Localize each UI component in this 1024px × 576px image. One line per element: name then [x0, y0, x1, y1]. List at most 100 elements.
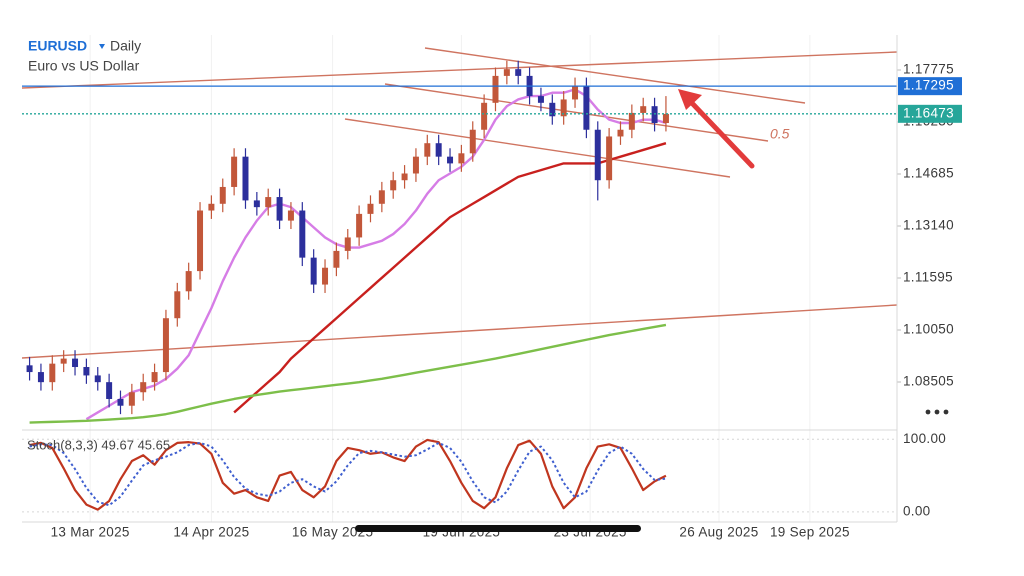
arrow-head [678, 89, 702, 110]
stoch-title: Stoch(8,3,3) 49.67 45.65 [27, 437, 170, 452]
arrow [678, 89, 755, 169]
channel-line [424, 47, 806, 104]
y-tick-label: 1.14685 [903, 166, 954, 181]
candle-body [37, 372, 44, 383]
candle-body [310, 257, 317, 285]
candle-body [560, 99, 567, 117]
candle-body [219, 186, 226, 204]
candle-body [208, 203, 215, 211]
y-tick-label: 1.17775 [903, 62, 954, 77]
candle-body [72, 358, 79, 368]
x-tick-label: 14 Apr 2025 [173, 525, 249, 540]
candle-body [276, 197, 283, 221]
channel-line [344, 118, 731, 178]
candle-body [401, 173, 408, 181]
y-tick-label: 1.13140 [903, 218, 954, 233]
candle-body [60, 358, 67, 364]
candle-body [617, 129, 624, 137]
candle-body [94, 375, 101, 383]
candle-body [49, 363, 56, 383]
stochastic-plot [29, 438, 667, 511]
price-label-box [898, 104, 962, 123]
candle-body [390, 180, 397, 191]
more-menu[interactable] [925, 409, 949, 415]
moving-average-line [233, 142, 667, 414]
candle-body [424, 143, 431, 157]
candle-body [299, 210, 306, 258]
y-tick-label: 1.10050 [903, 322, 954, 337]
dropdown-icon[interactable] [99, 44, 105, 49]
stoch-tick-label: 100.00 [903, 431, 946, 446]
candle-body [344, 237, 351, 251]
price-plot [22, 47, 897, 424]
price-label: 1.17295 [903, 78, 954, 93]
candle-body [549, 102, 556, 117]
candle-body [481, 102, 488, 130]
candle-body [651, 106, 658, 124]
scroll-bar[interactable] [355, 525, 641, 532]
candle-body [356, 213, 363, 238]
stochastic-line [29, 441, 667, 507]
stochastic-line [29, 438, 667, 511]
x-tick-label: 16 May 2025 [292, 525, 373, 540]
arrow-shaft [687, 98, 755, 169]
x-tick-label: 19 Sep 2025 [770, 525, 850, 540]
candle-body [628, 112, 635, 130]
symbol: EURUSD [28, 38, 87, 54]
candle-body [106, 382, 113, 399]
candle-body [640, 106, 647, 113]
candle-body [140, 382, 147, 393]
candle-body [287, 210, 294, 221]
trend-line [22, 51, 897, 89]
candle-body [492, 75, 499, 103]
candle-body [242, 156, 249, 201]
candle-body [583, 85, 590, 130]
candle-body [265, 197, 272, 208]
candle-body [128, 392, 135, 406]
candle-body [231, 156, 238, 187]
fib-label: 0.5 [770, 126, 790, 142]
candle-body [447, 156, 454, 164]
candle-body [151, 372, 158, 383]
y-tick-label: 1.11595 [903, 270, 953, 285]
candle-body [333, 250, 340, 268]
candle-body [435, 143, 442, 157]
channel-line [384, 83, 769, 142]
candle-body [174, 291, 181, 319]
candle-body [378, 190, 385, 204]
x-tick-label: 26 Aug 2025 [679, 525, 758, 540]
candle-body [503, 69, 510, 76]
interval: Daily [110, 38, 141, 54]
price-label: 1.16473 [903, 105, 954, 120]
dot [925, 409, 931, 415]
candle-body [469, 129, 476, 154]
grid-layer [22, 35, 901, 522]
candle-body [253, 200, 260, 208]
dot [934, 409, 940, 415]
y-tick-label: 1.08505 [903, 374, 954, 389]
candle-body [606, 136, 613, 181]
candle-body [412, 156, 419, 174]
candle-body [322, 267, 329, 285]
candle-body [117, 398, 124, 406]
moving-average-line [85, 88, 667, 421]
candle-body [572, 85, 579, 100]
candle-body [458, 153, 465, 164]
subtitle: Euro vs US Dollar [28, 58, 140, 74]
candle-body [162, 318, 169, 373]
candle-body [197, 210, 204, 272]
candle-body [594, 129, 601, 181]
candle-body [367, 203, 374, 214]
stoch-tick-label: 0.00 [903, 503, 930, 518]
candle-body [83, 367, 90, 376]
candle-body [537, 96, 544, 103]
moving-average-line [29, 323, 667, 424]
candle-body [515, 69, 522, 76]
x-tick-label: 13 Mar 2025 [51, 525, 130, 540]
price-label-box [898, 77, 962, 96]
candle-body [185, 271, 192, 292]
candle-body [662, 113, 669, 124]
dot [943, 409, 949, 415]
candle-body [26, 365, 33, 373]
